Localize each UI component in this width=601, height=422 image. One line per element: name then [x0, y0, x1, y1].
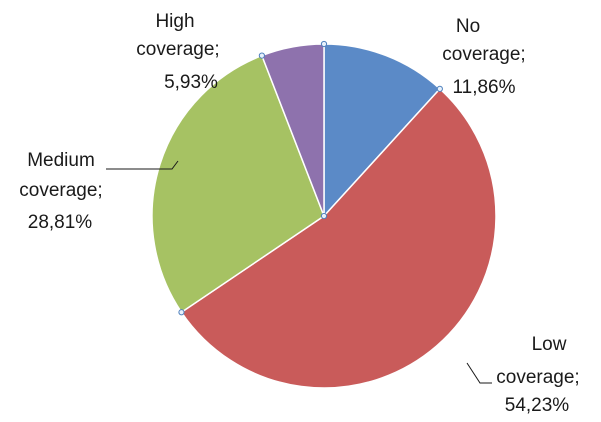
selection-handle-1 — [320, 40, 328, 48]
data-label-low-coverage: Low coverage; 54,23% — [496, 334, 579, 416]
selection-handles — [178, 40, 443, 316]
data-label-value: 28,81% — [28, 212, 93, 233]
leader-lines — [106, 160, 492, 384]
pie-slice-no-coverage — [323, 43, 441, 218]
data-label-value: 5,93% — [164, 72, 218, 93]
data-label-text: Low — [532, 334, 567, 355]
data-label-text: High — [155, 11, 194, 32]
data-label-text: coverage; — [19, 180, 102, 201]
data-label-text: coverage; — [496, 367, 579, 388]
data-label-text: Medium — [27, 150, 95, 171]
selection-handle-4 — [258, 52, 265, 59]
pie-slice-medium-coverage — [151, 54, 325, 314]
data-label-value: 11,86% — [452, 77, 515, 98]
data-label-text: coverage; — [136, 39, 219, 60]
slices-layer — [151, 43, 497, 389]
leader-line-medium-coverage — [106, 160, 179, 170]
leader-line-low-coverage — [466, 362, 492, 384]
data-label-high-coverage: High coverage; 5,93% — [136, 11, 219, 93]
data-label-value: 54,23% — [505, 395, 570, 416]
selection-handle-3 — [178, 309, 185, 316]
data-labels: No coverage; 11,86% Low coverage; 54,23% Mediu… — [19, 11, 579, 416]
data-label-medium-coverage: Medium coverage; 28,81% — [19, 150, 102, 233]
data-label-text: coverage; — [442, 44, 525, 65]
data-label-text: No — [456, 16, 480, 37]
selection-handle-center — [320, 212, 328, 220]
data-label-no-coverage: No coverage; 11,86% — [442, 16, 525, 98]
selection-handle-2 — [436, 85, 443, 92]
pie-slice-low-coverage — [180, 87, 497, 389]
